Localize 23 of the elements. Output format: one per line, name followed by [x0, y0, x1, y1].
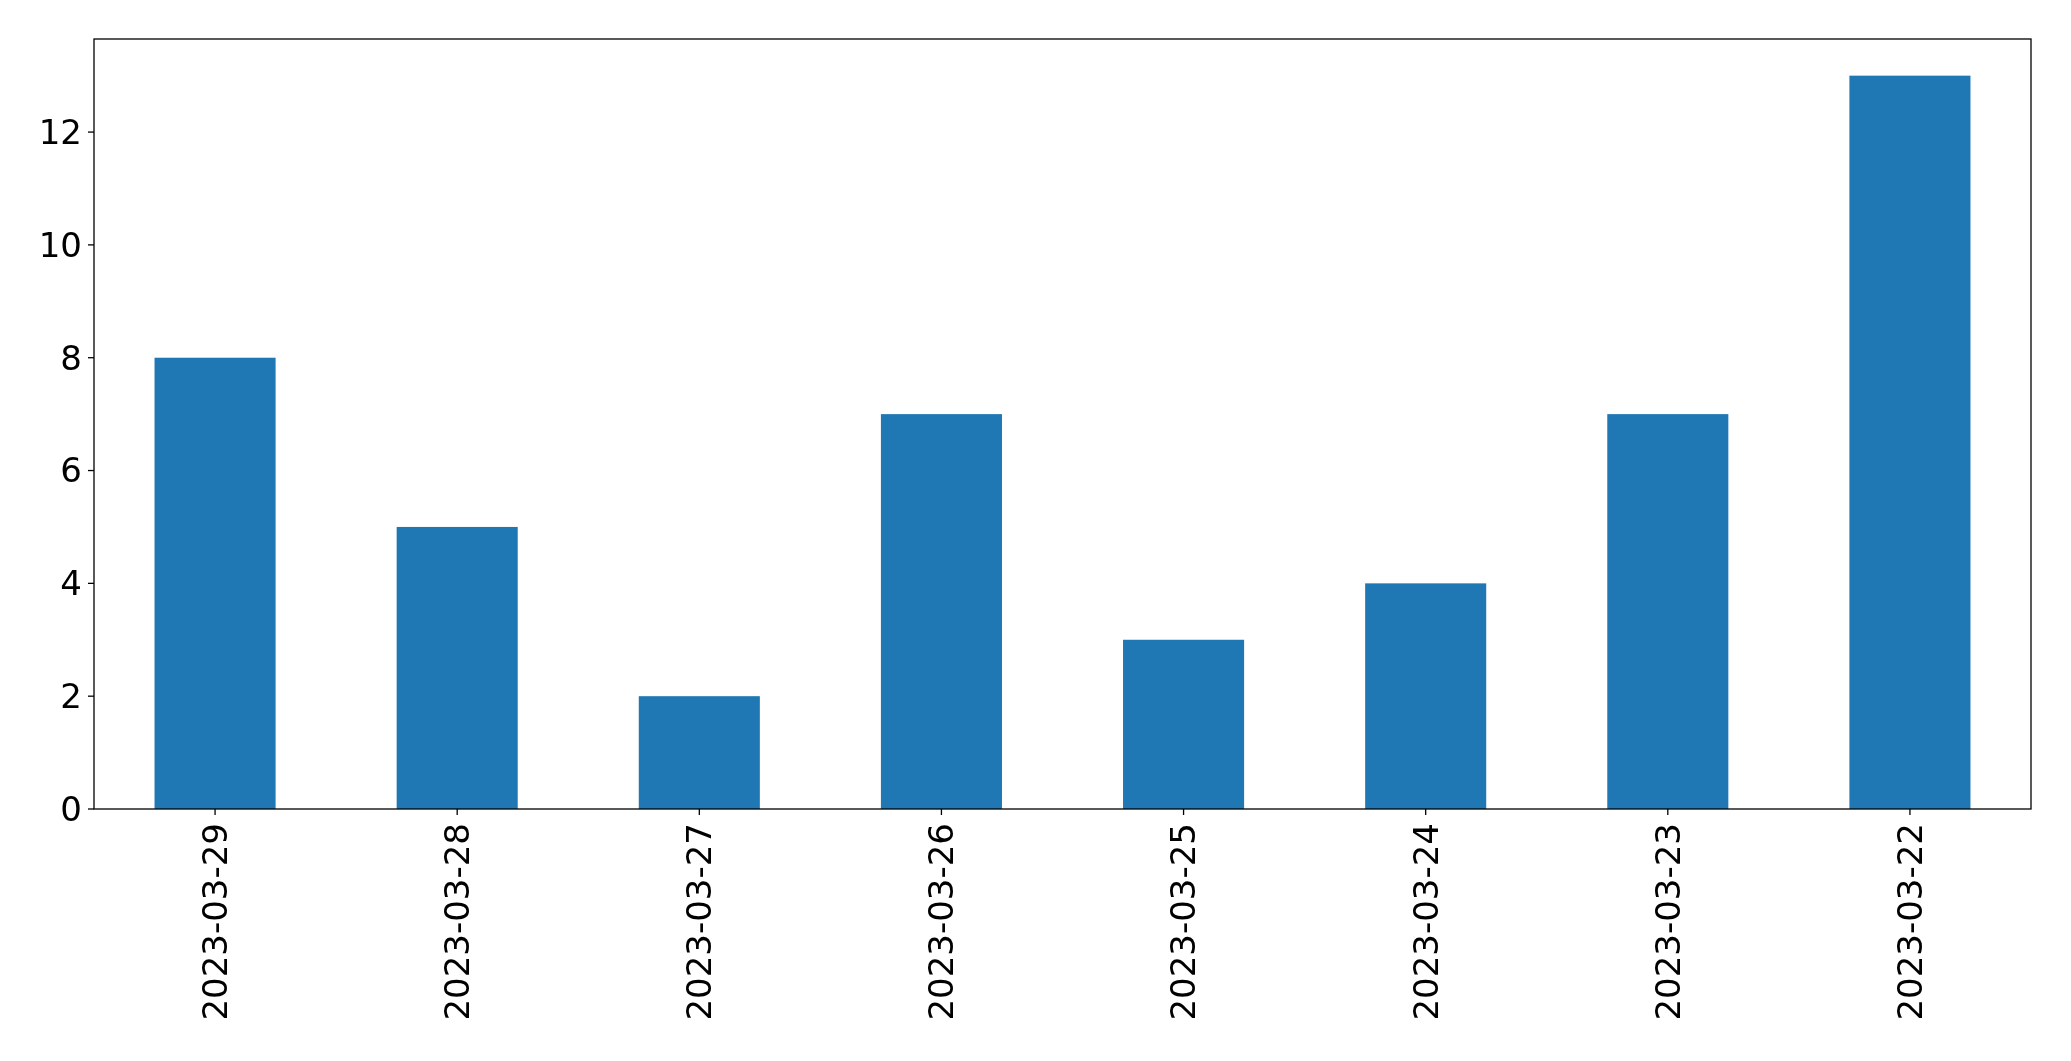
bar — [1123, 639, 1245, 809]
bar — [1607, 414, 1729, 809]
bar — [154, 357, 276, 809]
x-tick-label: 2023-03-28 — [437, 823, 478, 1021]
x-tick-label: 2023-03-29 — [194, 823, 235, 1021]
x-tick-label: 2023-03-25 — [1163, 823, 1204, 1021]
x-tick-label: 2023-03-27 — [679, 823, 720, 1021]
y-tick-label: 4 — [60, 563, 82, 604]
x-tick-label: 2023-03-22 — [1889, 823, 1930, 1021]
bar — [880, 414, 1002, 809]
y-tick-label: 12 — [38, 111, 82, 152]
x-tick-label: 2023-03-24 — [1405, 823, 1446, 1021]
y-tick-label: 10 — [38, 224, 82, 265]
y-tick-label: 6 — [60, 450, 82, 491]
y-tick-label: 0 — [60, 788, 82, 829]
bar — [1849, 75, 1971, 809]
y-tick-label: 2 — [60, 676, 82, 717]
bar — [638, 696, 760, 809]
y-tick-label: 8 — [60, 337, 82, 378]
x-tick-label: 2023-03-23 — [1647, 823, 1688, 1021]
x-tick-label: 2023-03-26 — [921, 823, 962, 1021]
bar — [1365, 583, 1487, 809]
bar — [396, 526, 518, 809]
